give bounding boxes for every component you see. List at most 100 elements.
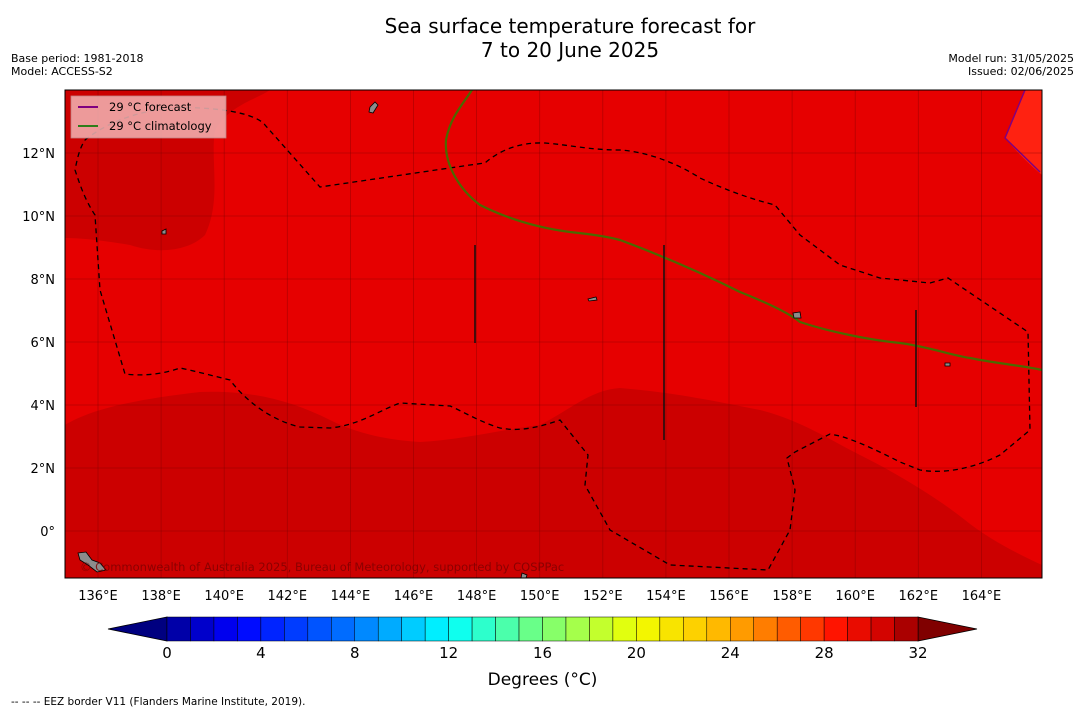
lon-tick-label: 154°E (646, 589, 686, 604)
sst-cool-region-northeast (1005, 90, 1042, 175)
colorbar-tick: 28 (815, 644, 834, 662)
colorbar-segment (307, 616, 332, 642)
lon-tick-label: 156°E (709, 589, 749, 604)
island-5 (77, 551, 107, 573)
legend-box (70, 95, 227, 139)
colorbar-tick: 4 (256, 644, 266, 662)
sst-warm-region-south (65, 388, 1042, 578)
lon-tick-label: 140°E (204, 589, 244, 604)
title-line-1: Sea surface temperature forecast for (384, 14, 756, 38)
longitude-labels: 136°E 138°E 140°E 142°E 144°E 146°E 148°E 150°E… (78, 589, 1001, 604)
colorbar-segment (753, 616, 778, 642)
legend-climatology-label: 29 °C climatology (109, 119, 212, 133)
colorbar-segment (284, 616, 309, 642)
map-field: © Commonwealth of Australia 2025, Bureau… (65, 90, 1042, 578)
meta-left: Base period: 1981-2018 Model: ACCESS-S2 (11, 52, 143, 78)
colorbar-segment (800, 616, 825, 642)
colorbar-extend-low (107, 616, 168, 642)
lon-tick-label: 164°E (962, 589, 1002, 604)
footnote: -- -- -- EEZ border V11 (Flanders Marine… (11, 696, 306, 708)
colorbar-segment (518, 616, 543, 642)
lat-tick-label: 8°N (31, 273, 56, 288)
copyright-text: © Commonwealth of Australia 2025, Bureau… (80, 560, 564, 574)
island-3 (792, 311, 802, 319)
lat-tick-label: 4°N (31, 399, 56, 414)
colorbar-segment (448, 616, 473, 642)
colorbar-segment (237, 616, 262, 642)
colorbar-segment (471, 616, 496, 642)
lat-tick-label: 6°N (31, 336, 56, 351)
colorbar-segment (683, 616, 708, 642)
island-4 (587, 296, 598, 302)
colorbar-segment (565, 616, 590, 642)
colorbar-segment (870, 616, 895, 642)
colorbar-segment (260, 616, 285, 642)
colorbar-segment (730, 616, 754, 642)
colorbar-segment (401, 616, 426, 642)
lon-tick-label: 158°E (772, 589, 812, 604)
island-6 (520, 572, 528, 578)
colorbar-segment (612, 616, 637, 642)
colorbar-tick: 32 (908, 644, 927, 662)
colorbar-segment (354, 616, 379, 642)
model-run-text: Model run: 31/05/2025 (948, 52, 1074, 65)
colorbar-tick: 0 (162, 644, 172, 662)
lon-tick-label: 146°E (394, 589, 434, 604)
map-frame (64, 89, 1043, 579)
colorbar-segment (213, 616, 238, 642)
colorbar-segment (424, 616, 449, 642)
colorbar-segment (589, 616, 614, 642)
meta-right: Model run: 31/05/2025 Issued: 02/06/2025 (948, 52, 1074, 78)
island-1 (368, 101, 379, 114)
map-title: Sea surface temperature forecast for 7 t… (0, 14, 1085, 62)
lon-tick-label: 152°E (583, 589, 623, 604)
colorbar-segment (377, 616, 402, 642)
colorbar-tick: 12 (439, 644, 458, 662)
lon-tick-label: 148°E (457, 589, 497, 604)
title-line-2: 7 to 20 June 2025 (480, 38, 660, 62)
legend-forecast-label: 29 °C forecast (109, 100, 192, 114)
colorbar-extend-high (917, 616, 978, 642)
lon-tick-label: 136°E (78, 589, 118, 604)
colorbar-tick: 16 (533, 644, 552, 662)
eez-borders (74, 106, 1031, 571)
lon-tick-label: 142°E (268, 589, 308, 604)
colorbar-segment (823, 616, 848, 642)
lat-tick-label: 12°N (22, 147, 55, 162)
colorbar-tick-labels: 0 4 8 12 16 20 24 28 32 (162, 644, 927, 662)
lon-tick-label: 144°E (331, 589, 371, 604)
islands (77, 101, 951, 578)
colorbar-segment (659, 616, 684, 642)
colorbar-segment (894, 616, 919, 642)
island-7 (944, 362, 951, 367)
colorbar (107, 616, 978, 642)
colorbar-tick: 8 (350, 644, 360, 662)
lon-tick-label: 138°E (141, 589, 181, 604)
colorbar-tick: 24 (721, 644, 740, 662)
forecast-29c-contour (1004, 90, 1041, 173)
model-text: Model: ACCESS-S2 (11, 65, 113, 78)
colorbar-segment (495, 616, 520, 642)
lon-tick-label: 150°E (520, 589, 560, 604)
grid-lines (65, 90, 1042, 578)
lon-tick-label: 162°E (899, 589, 939, 604)
lat-tick-label: 2°N (31, 462, 56, 477)
lon-tick-label: 160°E (835, 589, 875, 604)
issued-text: Issued: 02/06/2025 (967, 65, 1074, 78)
colorbar-segment (542, 616, 567, 642)
boundary-lines (474, 245, 917, 440)
colorbar-tick: 20 (627, 644, 646, 662)
colorbar-segment (636, 616, 661, 642)
colorbar-segment (190, 616, 215, 642)
colorbar-segment (331, 616, 355, 642)
lat-tick-label: 10°N (22, 210, 55, 225)
eez-border-main (74, 106, 1031, 571)
colorbar-segment (706, 616, 731, 642)
map-legend: 29 °C forecast 29 °C climatology (70, 95, 227, 139)
colorbar-label: Degrees (°C) (487, 670, 598, 690)
climatology-29c-contour (444, 90, 1042, 372)
colorbar-segment (166, 616, 191, 642)
colorbar-segment (847, 616, 872, 642)
colorbar-segment (776, 616, 801, 642)
